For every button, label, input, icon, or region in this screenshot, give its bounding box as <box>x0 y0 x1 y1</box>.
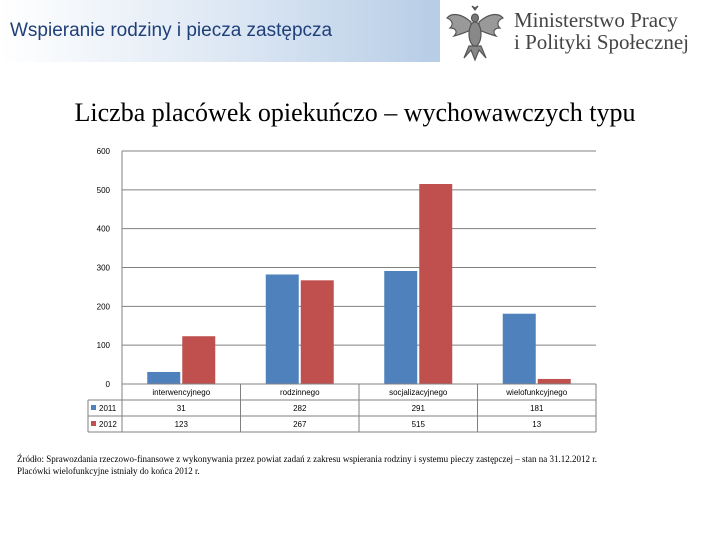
footnote-note: Placówki wielofunkcyjne istniały do końc… <box>17 466 200 476</box>
page-header-title: Wspieranie rodziny i piecza zastępcza <box>10 20 333 41</box>
bar-chart: 0 100 200 300 400 500 600 interwencyjnego rodzin… <box>87 147 597 433</box>
y-tick-label: 400 <box>97 225 111 234</box>
x-category-label: interwencyjnego <box>152 388 210 397</box>
legend-swatch-2012 <box>91 421 96 426</box>
data-label: 31 <box>177 404 186 413</box>
footnote-source: Źródło: Sprawozdania rzeczowo-finansowe … <box>17 454 598 464</box>
bar-2012-3 <box>537 378 571 384</box>
data-label: 13 <box>532 420 541 429</box>
bar-2011-3 <box>502 313 536 384</box>
legend-label: 2012 <box>99 420 117 429</box>
eagle-emblem-icon <box>446 5 504 62</box>
data-label: 282 <box>293 404 307 413</box>
logo-text-line2: i Polityki Społecznej <box>514 30 689 54</box>
bar-2011-2 <box>384 270 418 384</box>
y-tick-label: 600 <box>97 147 111 156</box>
x-category-label: rodzinnego <box>280 388 320 397</box>
x-category-label: socjalizacyjnego <box>389 388 448 397</box>
x-category-label: wielofunkcyjnego <box>505 388 567 397</box>
legend-swatch-2011 <box>91 405 96 410</box>
logo-text-line1: Ministerstwo Pracy <box>514 8 678 32</box>
y-tick-label: 0 <box>106 380 111 389</box>
data-label: 291 <box>412 404 426 413</box>
y-tick-label: 100 <box>97 341 111 350</box>
chart-title: Liczba placówek opiekuńczo – wychowawczy… <box>74 98 636 127</box>
bar-2011-0 <box>147 371 181 384</box>
bar-2012-2 <box>419 184 453 384</box>
data-label: 515 <box>412 420 426 429</box>
y-tick-label: 300 <box>97 264 111 273</box>
y-tick-label: 500 <box>97 186 111 195</box>
data-label: 123 <box>175 420 189 429</box>
ministry-logo: Ministerstwo Pracy i Polityki Społecznej <box>442 4 720 62</box>
y-tick-label: 200 <box>97 302 111 311</box>
bar-2012-1 <box>300 280 334 384</box>
data-label: 181 <box>530 404 544 413</box>
legend-label: 2011 <box>99 404 117 413</box>
data-label: 267 <box>293 420 307 429</box>
bar-2011-1 <box>265 274 299 384</box>
bar-2012-0 <box>182 336 216 384</box>
footnote: Źródło: Sprawozdania rzeczowo-finansowe … <box>17 453 637 477</box>
header-band <box>0 0 440 62</box>
